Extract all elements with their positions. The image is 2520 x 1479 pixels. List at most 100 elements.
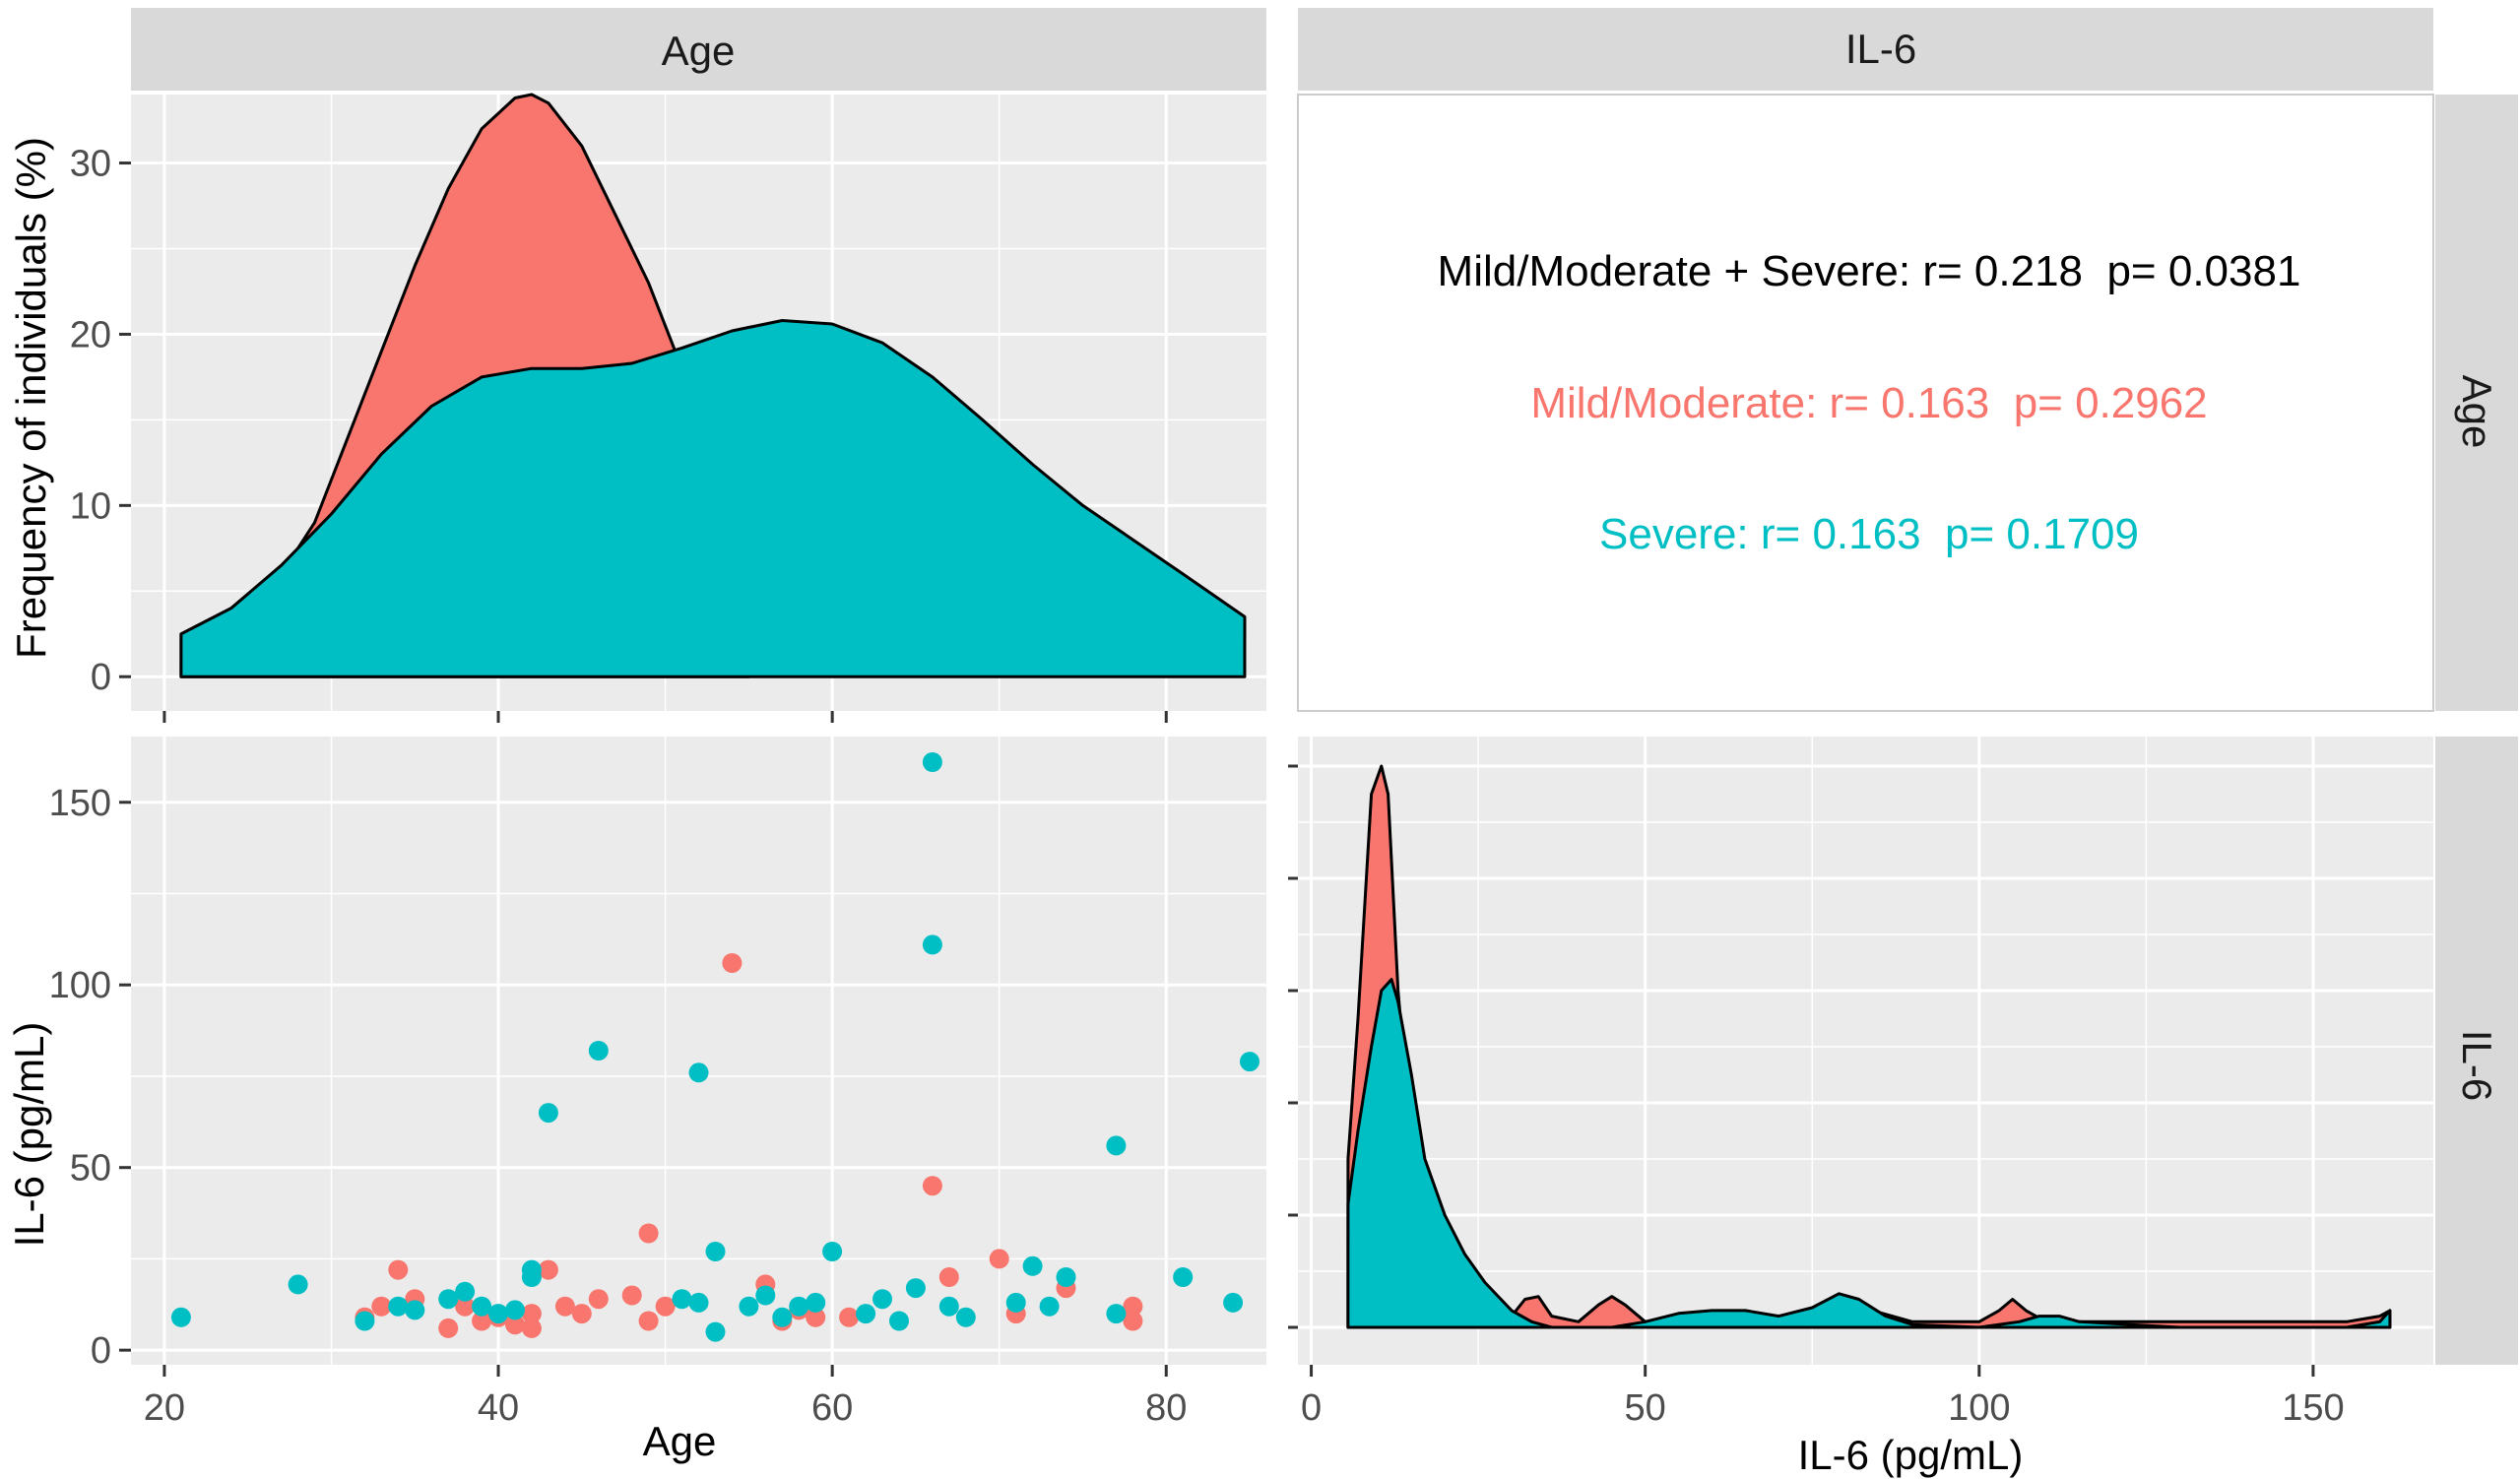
age-density-y-tick-label: 20 [70,314,111,355]
scatter-point-severe [538,1103,558,1124]
scatter-point-severe [922,752,942,772]
scatter-point-mild-moderate [922,1176,942,1196]
scatter-point-severe [455,1281,476,1302]
scatter-point-severe [672,1289,692,1310]
strip-right-age-label: Age [2454,375,2500,449]
scatter-point-mild-moderate [371,1296,392,1317]
data-marks [170,93,2392,1342]
strip-right-il6 [2435,737,2518,1365]
scatter-point-mild-moderate [839,1307,860,1327]
scatter-point-mild-moderate [521,1304,542,1324]
scatter-point-severe [1005,1292,1026,1313]
age-density-y-tick-label: 0 [91,657,111,698]
scatter-point-mild-moderate [538,1259,558,1280]
age-density-area-severe [179,319,1247,678]
strip-top-age-label: Age [662,28,736,74]
il6-density-x-tick-label: 50 [1625,1387,1666,1429]
scatter-point-mild-moderate [571,1304,592,1324]
scatter-point-severe [521,1259,542,1280]
scatter-point-mild-moderate [655,1296,676,1317]
scatter-point-severe [872,1289,892,1310]
scatter-point-severe [922,934,942,955]
scatter-point-severe [472,1296,492,1317]
strip-top-il6 [1298,8,2433,91]
scatter-point-severe [588,1041,609,1061]
strip-right-age [2435,95,2518,711]
age-il6-scatter-panel [131,737,1266,1365]
scatter-point-mild-moderate [638,1311,659,1331]
x-axis-title-age: Age [643,1418,717,1464]
scatter-point-severe [739,1296,759,1317]
scatter-point-severe [772,1307,793,1327]
il6-density-panel [1298,737,2433,1365]
scatter-point-mild-moderate [722,953,743,973]
age-density-y-tick-label: 10 [70,485,111,527]
scatter-point-mild-moderate [1123,1311,1143,1331]
scatter-point-severe [170,1307,191,1327]
strip-right-il6-label: IL-6 [2454,1030,2500,1101]
age-density-y-tick-label: 30 [70,144,111,185]
scatter-point-severe [705,1321,726,1342]
scatter-point-severe [388,1296,409,1317]
strip-top-age [131,8,1266,91]
scatter-point-mild-moderate [455,1296,476,1317]
scatter-point-severe [1173,1267,1194,1287]
scatter-point-severe [705,1242,726,1261]
scatter-point-mild-moderate [1123,1296,1143,1317]
scatter-x-tick-label: 40 [478,1387,519,1429]
scatter-point-mild-moderate [388,1259,409,1280]
scatter-point-severe [755,1285,776,1306]
scatter-x-tick-label: 60 [811,1387,853,1429]
scatter-point-severe [1022,1255,1043,1276]
scatter-point-severe [822,1242,843,1261]
scatter-point-mild-moderate [638,1223,659,1244]
il6-density-x-tick-label: 150 [2282,1387,2344,1429]
scatter-y-tick-label: 0 [91,1330,111,1372]
correlation-severe: Severe: r= 0.163 p= 0.1709 [1599,510,2139,558]
scatter-point-mild-moderate [438,1318,459,1338]
correlation-text-panel [1297,94,2434,712]
scatter-point-severe [355,1311,375,1331]
scatter-point-severe [1106,1304,1127,1324]
scatter-point-mild-moderate [554,1296,575,1317]
scatter-point-severe [505,1300,525,1320]
scatter-point-mild-moderate [521,1318,542,1338]
il6-density-area-severe [1346,978,2392,1329]
scatter-y-tick-label: 50 [70,1148,111,1190]
scatter-point-severe [1240,1052,1260,1072]
scatter-x-tick-label: 80 [1145,1387,1187,1429]
x-axis-title-il6: IL-6 (pg/mL) [1798,1432,2024,1478]
scatter-x-tick-label: 20 [144,1387,185,1429]
scatter-point-mild-moderate [938,1267,959,1287]
scatter-point-severe [1056,1267,1076,1287]
axes: 0 10 20 30 0 50 100 150 20 40 60 80 0 50 100 150 [49,144,2345,1429]
scatter-point-severe [905,1278,926,1299]
scatter-point-mild-moderate [621,1285,642,1306]
scatter-point-severe [438,1289,459,1310]
scatter-point-mild-moderate [505,1315,525,1335]
scatter-point-severe [1039,1296,1060,1317]
scatter-y-tick-label: 150 [49,783,111,824]
scatter-point-severe [488,1304,508,1324]
scatter-point-severe [288,1274,308,1295]
y-axis-title-frequency: Frequency of individuals (%) [8,137,54,659]
correlation-mild: Mild/Moderate: r= 0.163 p= 0.2962 [1530,379,2207,427]
scatter-point-mild-moderate [588,1289,609,1310]
scatter-point-severe [789,1296,809,1317]
scatter-point-mild-moderate [472,1311,492,1331]
strip-top-il6-label: IL-6 [1845,26,1916,72]
scatter-point-severe [955,1307,976,1327]
scatter-point-severe [405,1300,425,1320]
scatter-point-mild-moderate [806,1307,826,1327]
scatter-point-severe [688,1292,709,1313]
scatter-y-tick-label: 100 [49,965,111,1006]
scatter-point-mild-moderate [989,1249,1009,1269]
il6-density-x-tick-label: 100 [1948,1387,2010,1429]
scatter-point-severe [1223,1292,1244,1313]
y-axis-title-il6: IL-6 (pg/mL) [6,1022,52,1248]
scatter-point-severe [1106,1135,1127,1156]
scatter-point-severe [806,1292,826,1313]
scatter-point-severe [889,1311,909,1331]
gridlines [131,95,2433,1365]
